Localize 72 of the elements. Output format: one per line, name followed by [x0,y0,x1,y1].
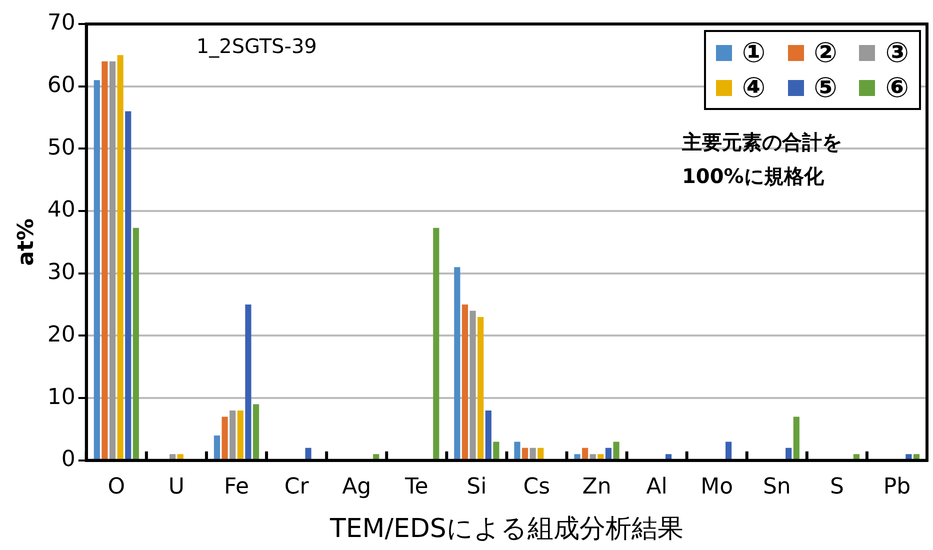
legend-label: ① [742,36,766,69]
x-tick-label: O [108,474,126,500]
x-tick-label: Cs [523,474,550,500]
y-tick-label: 70 [47,10,76,36]
x-tick-label: Ag [342,474,372,500]
bar [786,448,792,460]
bar [214,435,220,460]
legend-label: ⑤ [814,71,838,104]
bar [853,454,860,460]
bar [237,410,244,460]
bar [605,448,612,460]
y-tick-label: 10 [47,384,76,410]
bar [665,454,672,460]
bar [582,448,588,460]
bar [726,442,732,460]
x-tick-label: U [168,474,185,500]
legend-label: ④ [742,71,766,104]
x-tick-label: Zn [582,474,612,500]
bar [117,55,124,460]
x-tick-label: Pb [883,474,911,500]
bar [613,442,620,460]
bar [132,228,139,460]
bar [94,80,100,460]
y-tick-label: 60 [47,73,76,98]
bar [305,448,312,460]
bar [125,111,132,460]
bar [470,310,476,460]
x-tick-label: Cr [284,474,310,500]
y-tick-label: 30 [47,260,76,286]
bar [170,454,176,460]
bar [493,442,500,460]
bar [538,448,544,460]
bar [522,448,528,460]
bar [793,416,800,460]
annotation: 1_2SGTS-39 [196,34,317,58]
x-tick-label: S [830,474,844,500]
legend-label: ② [814,36,838,69]
x-tick-label: Sn [762,474,791,500]
bar [598,454,604,460]
legend-label: ③ [885,36,909,69]
bar [906,454,912,460]
y-axis-title: at% [14,218,39,266]
bar [574,454,580,460]
bar [530,448,536,460]
x-tick-label: Si [466,474,487,500]
bar [514,442,520,460]
x-tick-label: Mo [700,474,734,500]
bar [252,404,260,460]
bar [485,410,492,460]
y-tick-label: 50 [47,135,76,160]
y-tick-label: 40 [47,198,76,223]
x-tick-label: Fe [224,474,249,500]
bar [222,416,228,460]
x-axis-title: TEM/EDSによる組成分析結果 [328,514,684,544]
y-tick-label: 20 [47,322,76,348]
bar [913,454,920,460]
y-tick-label: 0 [61,447,76,472]
bar [590,454,596,460]
x-tick-label: Te [404,474,428,500]
bar [230,410,236,460]
bar [109,61,116,460]
bar [454,267,460,460]
x-tick-label: Al [646,474,668,500]
bar [478,317,484,460]
bar [433,228,440,460]
bar [245,304,252,460]
bar [177,454,184,460]
bar [462,304,468,460]
annotation: 主要元素の合計を 100%に規格化 [681,130,842,188]
bar [102,61,108,460]
bar [373,454,380,460]
legend-label: ⑥ [885,71,909,104]
